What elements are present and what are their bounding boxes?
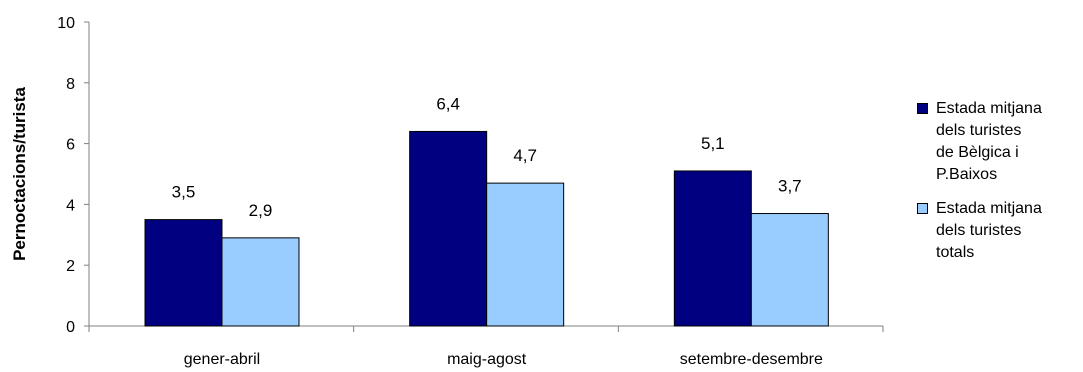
data-label: 5,1	[701, 134, 725, 153]
legend-label-line: dels turistes	[936, 122, 1022, 139]
legend-label-line: Estada mitjana	[936, 100, 1042, 117]
legend-swatch	[917, 103, 928, 114]
bar-totals	[486, 182, 565, 327]
bar-belgica-pbaixos	[409, 130, 488, 327]
y-tick-label: 6	[66, 137, 75, 154]
bar-totals	[750, 213, 829, 327]
y-axis-label: Pernoctacions/turista	[10, 87, 29, 261]
y-tick-label: 10	[57, 15, 75, 32]
legend-label-line: dels turistes	[936, 222, 1022, 239]
bar-totals	[221, 237, 300, 327]
y-tick-label: 8	[66, 76, 75, 93]
bar-belgica-pbaixos	[673, 170, 752, 327]
y-tick-label: 2	[66, 258, 75, 275]
x-category-label: setembre-desembre	[680, 351, 823, 368]
legend-label-line: Estada mitjana	[936, 200, 1042, 217]
y-tick-label: 0	[66, 319, 75, 336]
legend-label-line: P.Baixos	[936, 166, 998, 183]
data-label: 3,5	[172, 183, 196, 202]
legend-item: Estada mitjana dels turistes totals	[917, 198, 1083, 264]
legend-label-line: de Bèlgica i	[936, 144, 1019, 161]
x-category-label: maig-agost	[447, 351, 527, 368]
x-category-label: gener-abril	[184, 351, 260, 368]
data-label: 2,9	[249, 201, 273, 220]
data-label: 3,7	[778, 177, 802, 196]
data-label: 6,4	[436, 94, 460, 113]
chart-legend: Estada mitjana dels turistes de Bèlgica i P…	[917, 98, 1083, 276]
legend-item: Estada mitjana dels turistes de Bèlgica i P…	[917, 98, 1083, 186]
y-tick-label: 4	[66, 197, 75, 214]
data-label: 4,7	[513, 146, 537, 165]
legend-swatch	[917, 203, 928, 214]
bar-belgica-pbaixos	[144, 219, 223, 327]
legend-label-line: totals	[936, 244, 975, 261]
